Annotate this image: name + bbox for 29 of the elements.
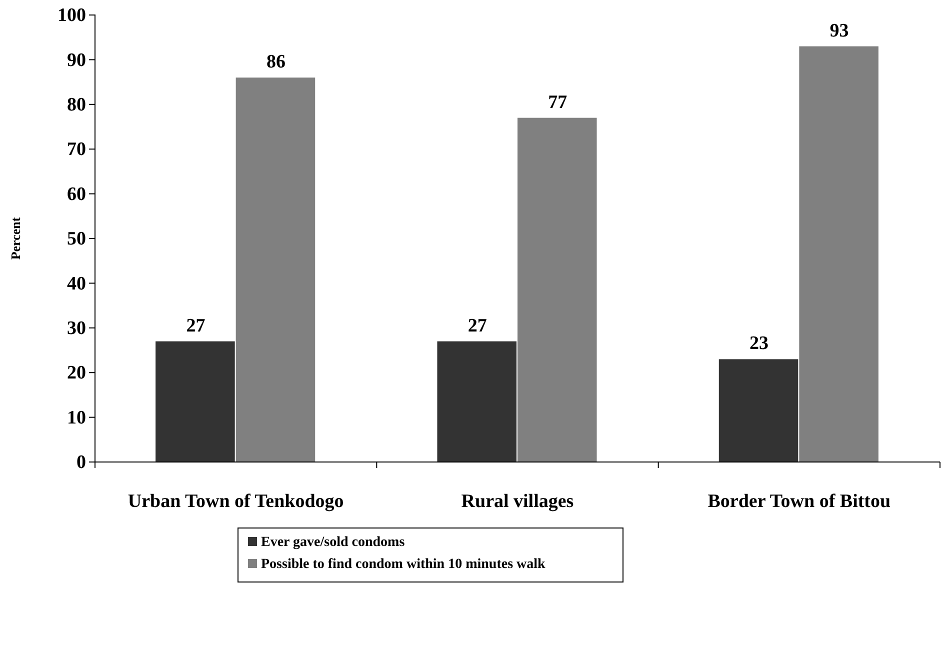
y-tick-label: 50	[67, 228, 86, 250]
data-label: 86	[266, 52, 286, 73]
y-axis-title: Percent	[8, 216, 23, 260]
y-tick-label: 80	[67, 94, 86, 116]
y-tick-label: 10	[67, 407, 86, 428]
y-tick-label: 60	[67, 184, 86, 205]
x-tick-label: Rural villages	[461, 491, 574, 512]
x-tick-label: Urban Town of Tenkodogo	[128, 491, 344, 512]
data-label: 77	[548, 92, 568, 113]
legend-label: Ever gave/sold condoms	[261, 535, 406, 550]
bar	[437, 341, 516, 462]
data-label: 93	[830, 20, 849, 42]
y-tick-label: 100	[58, 5, 86, 26]
x-tick-label: Border Town of Bittou	[708, 491, 892, 512]
y-tick-label: 40	[67, 273, 86, 294]
y-tick-label: 90	[67, 50, 86, 71]
y-tick-label: 30	[67, 318, 86, 339]
bar	[156, 341, 235, 462]
y-tick-label: 20	[67, 362, 86, 384]
data-label: 23	[750, 333, 769, 354]
bar	[718, 359, 798, 462]
bar	[518, 118, 597, 462]
data-label: 27	[186, 315, 206, 336]
bar	[799, 46, 878, 462]
y-tick-label: 0	[76, 452, 86, 474]
y-tick-label: 70	[67, 139, 86, 160]
bar	[236, 78, 316, 462]
data-label: 27	[468, 315, 488, 336]
legend-label: Possible to find condom within 10 minutes walk	[261, 557, 546, 572]
